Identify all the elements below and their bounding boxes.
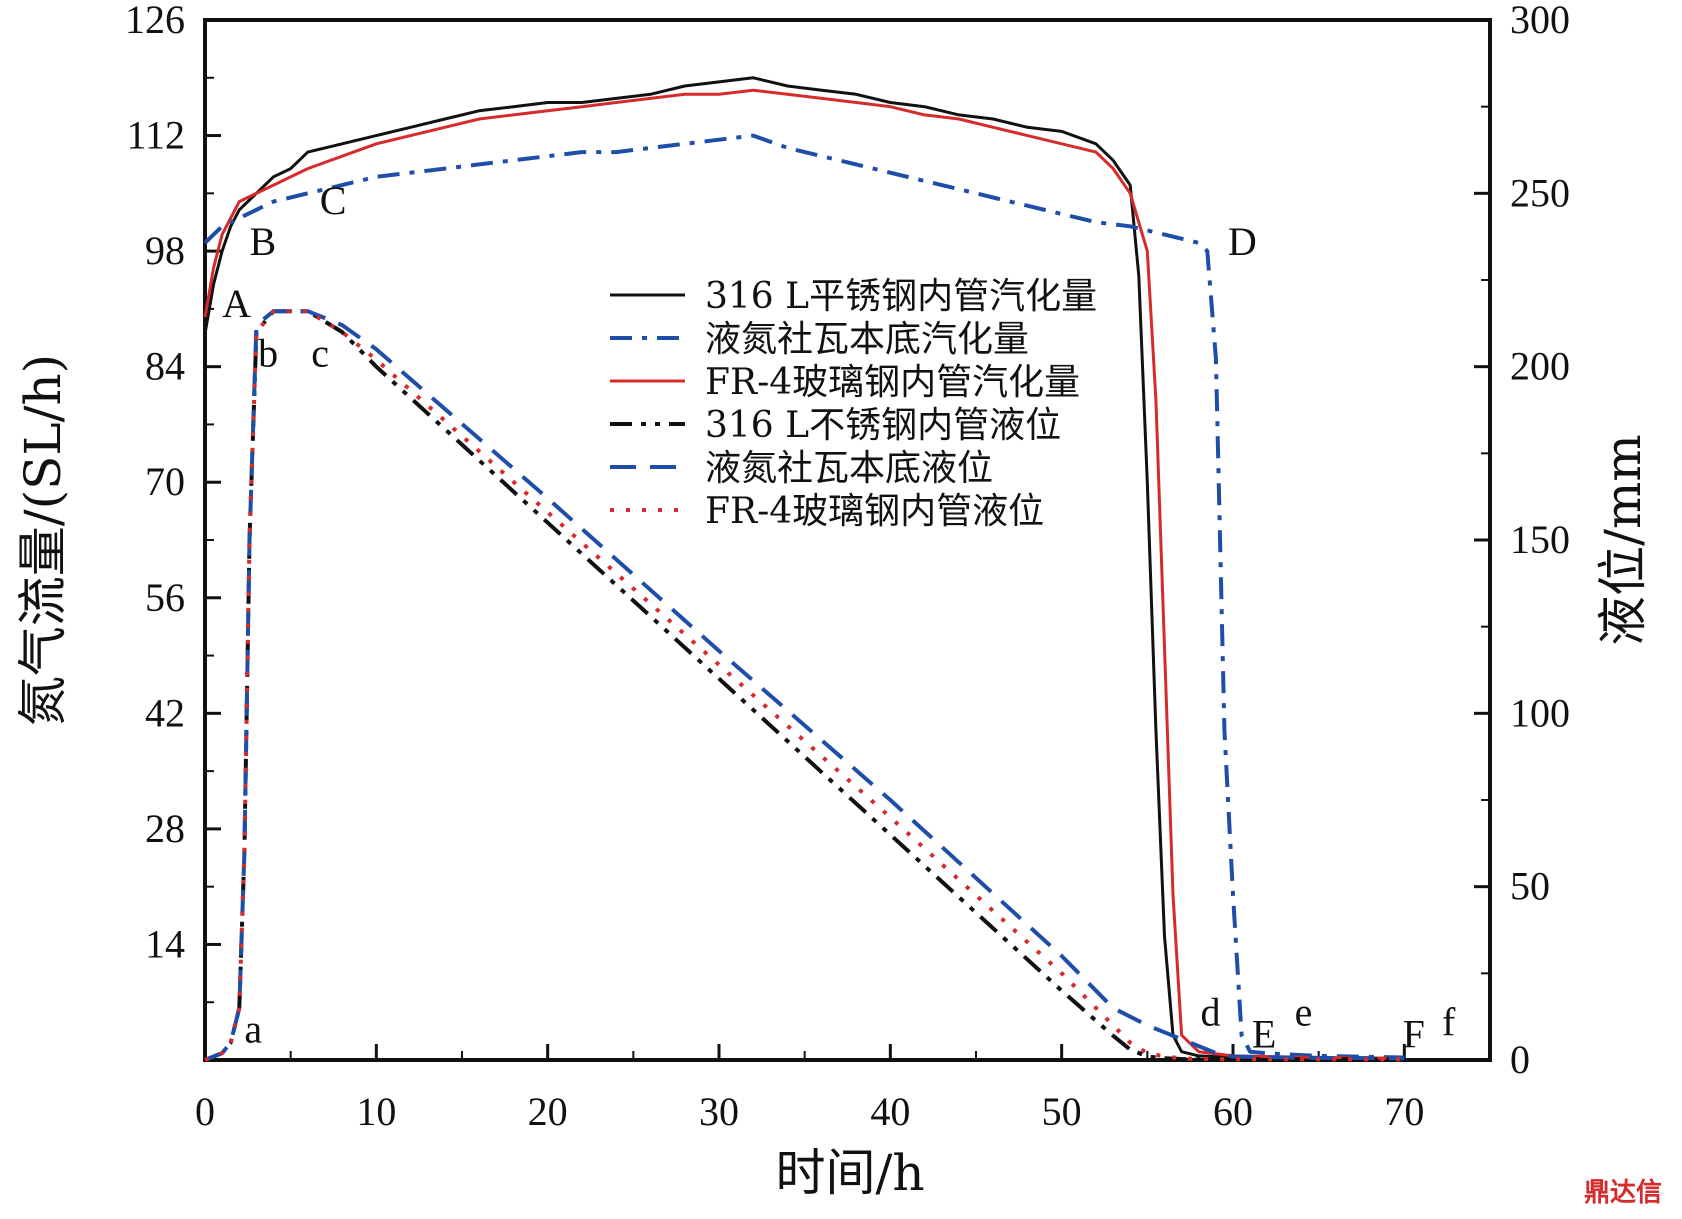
x-tick-label: 0 bbox=[195, 1089, 215, 1134]
point-marker-label: d bbox=[1200, 989, 1220, 1034]
x-tick-label: 30 bbox=[699, 1089, 739, 1134]
y-left-tick-label: 70 bbox=[145, 459, 185, 504]
legend-label: 316 L平锈钢内管汽化量 bbox=[705, 276, 1097, 317]
y-right-tick-label: 250 bbox=[1510, 170, 1570, 215]
y-left-tick-label: 126 bbox=[125, 0, 185, 42]
y-left-tick-label: 56 bbox=[145, 575, 185, 620]
point-marker-label: b bbox=[258, 331, 278, 376]
series-layer bbox=[203, 76, 1405, 1062]
y-right-axis-title: 液位/mm bbox=[1594, 434, 1652, 646]
y-left-tick-label: 98 bbox=[145, 228, 185, 273]
y-left-tick-label: 42 bbox=[145, 690, 185, 735]
point-marker-label: E bbox=[1252, 1012, 1276, 1057]
y-left-tick-label: 28 bbox=[145, 806, 185, 851]
point-marker-label: c bbox=[311, 331, 329, 376]
y-left-tick-label: 84 bbox=[145, 344, 185, 389]
watermark: 鼎达信 bbox=[1583, 1178, 1662, 1208]
y-right-tick-label: 150 bbox=[1510, 517, 1570, 562]
y-right-tick-label: 0 bbox=[1510, 1037, 1530, 1082]
x-tick-label: 60 bbox=[1213, 1089, 1253, 1134]
point-marker-label: F bbox=[1403, 1012, 1425, 1057]
point-marker-label: f bbox=[1442, 1000, 1456, 1045]
legend-label: 液氮社瓦本底液位 bbox=[705, 448, 993, 489]
point-marker-label: D bbox=[1228, 219, 1257, 264]
x-tick-label: 40 bbox=[870, 1089, 910, 1134]
legend-label: FR-4玻璃钢内管液位 bbox=[705, 491, 1044, 532]
y-left-tick-label: 14 bbox=[145, 921, 185, 966]
y-right-tick-label: 300 bbox=[1510, 0, 1570, 42]
legend-label: 316 L不锈钢内管液位 bbox=[705, 405, 1061, 446]
y-right-tick-label: 100 bbox=[1510, 690, 1570, 735]
x-tick-label: 70 bbox=[1384, 1089, 1424, 1134]
x-tick-label: 10 bbox=[356, 1089, 396, 1134]
y-left-tick-label: 112 bbox=[126, 113, 185, 158]
legend-label: 液氮社瓦本底汽化量 bbox=[705, 319, 1029, 360]
y-right-axis: 0 50 100 150 200 250 300 bbox=[1474, 0, 1570, 1082]
x-tick-label: 50 bbox=[1042, 1089, 1082, 1134]
legend-label: FR-4玻璃钢内管汽化量 bbox=[705, 362, 1080, 403]
point-marker-label: B bbox=[250, 219, 277, 264]
point-marker-label: e bbox=[1295, 989, 1313, 1034]
y-left-axis: 14 28 42 56 70 84 98 112 126 bbox=[125, 0, 221, 1004]
x-axis-title: 时间/h bbox=[775, 1144, 924, 1202]
x-tick-label: 20 bbox=[528, 1089, 568, 1134]
point-marker-label: a bbox=[244, 1007, 262, 1052]
x-axis: 0 10 20 30 40 50 60 70 bbox=[195, 1044, 1424, 1134]
annotation-layer: ABC D E Fa b c d e f bbox=[222, 178, 1456, 1057]
series-line-5 bbox=[204, 309, 1405, 1062]
series-line-1 bbox=[203, 76, 1405, 1060]
y-right-tick-label: 50 bbox=[1510, 864, 1550, 909]
y-left-axis-title: 氮气流量/(SL/h) bbox=[14, 354, 72, 726]
point-marker-label: C bbox=[320, 178, 347, 223]
series-line-2 bbox=[203, 133, 1405, 1060]
y-right-tick-label: 200 bbox=[1510, 344, 1570, 389]
series-line-3 bbox=[203, 88, 1405, 1060]
point-marker-label: A bbox=[222, 281, 251, 326]
